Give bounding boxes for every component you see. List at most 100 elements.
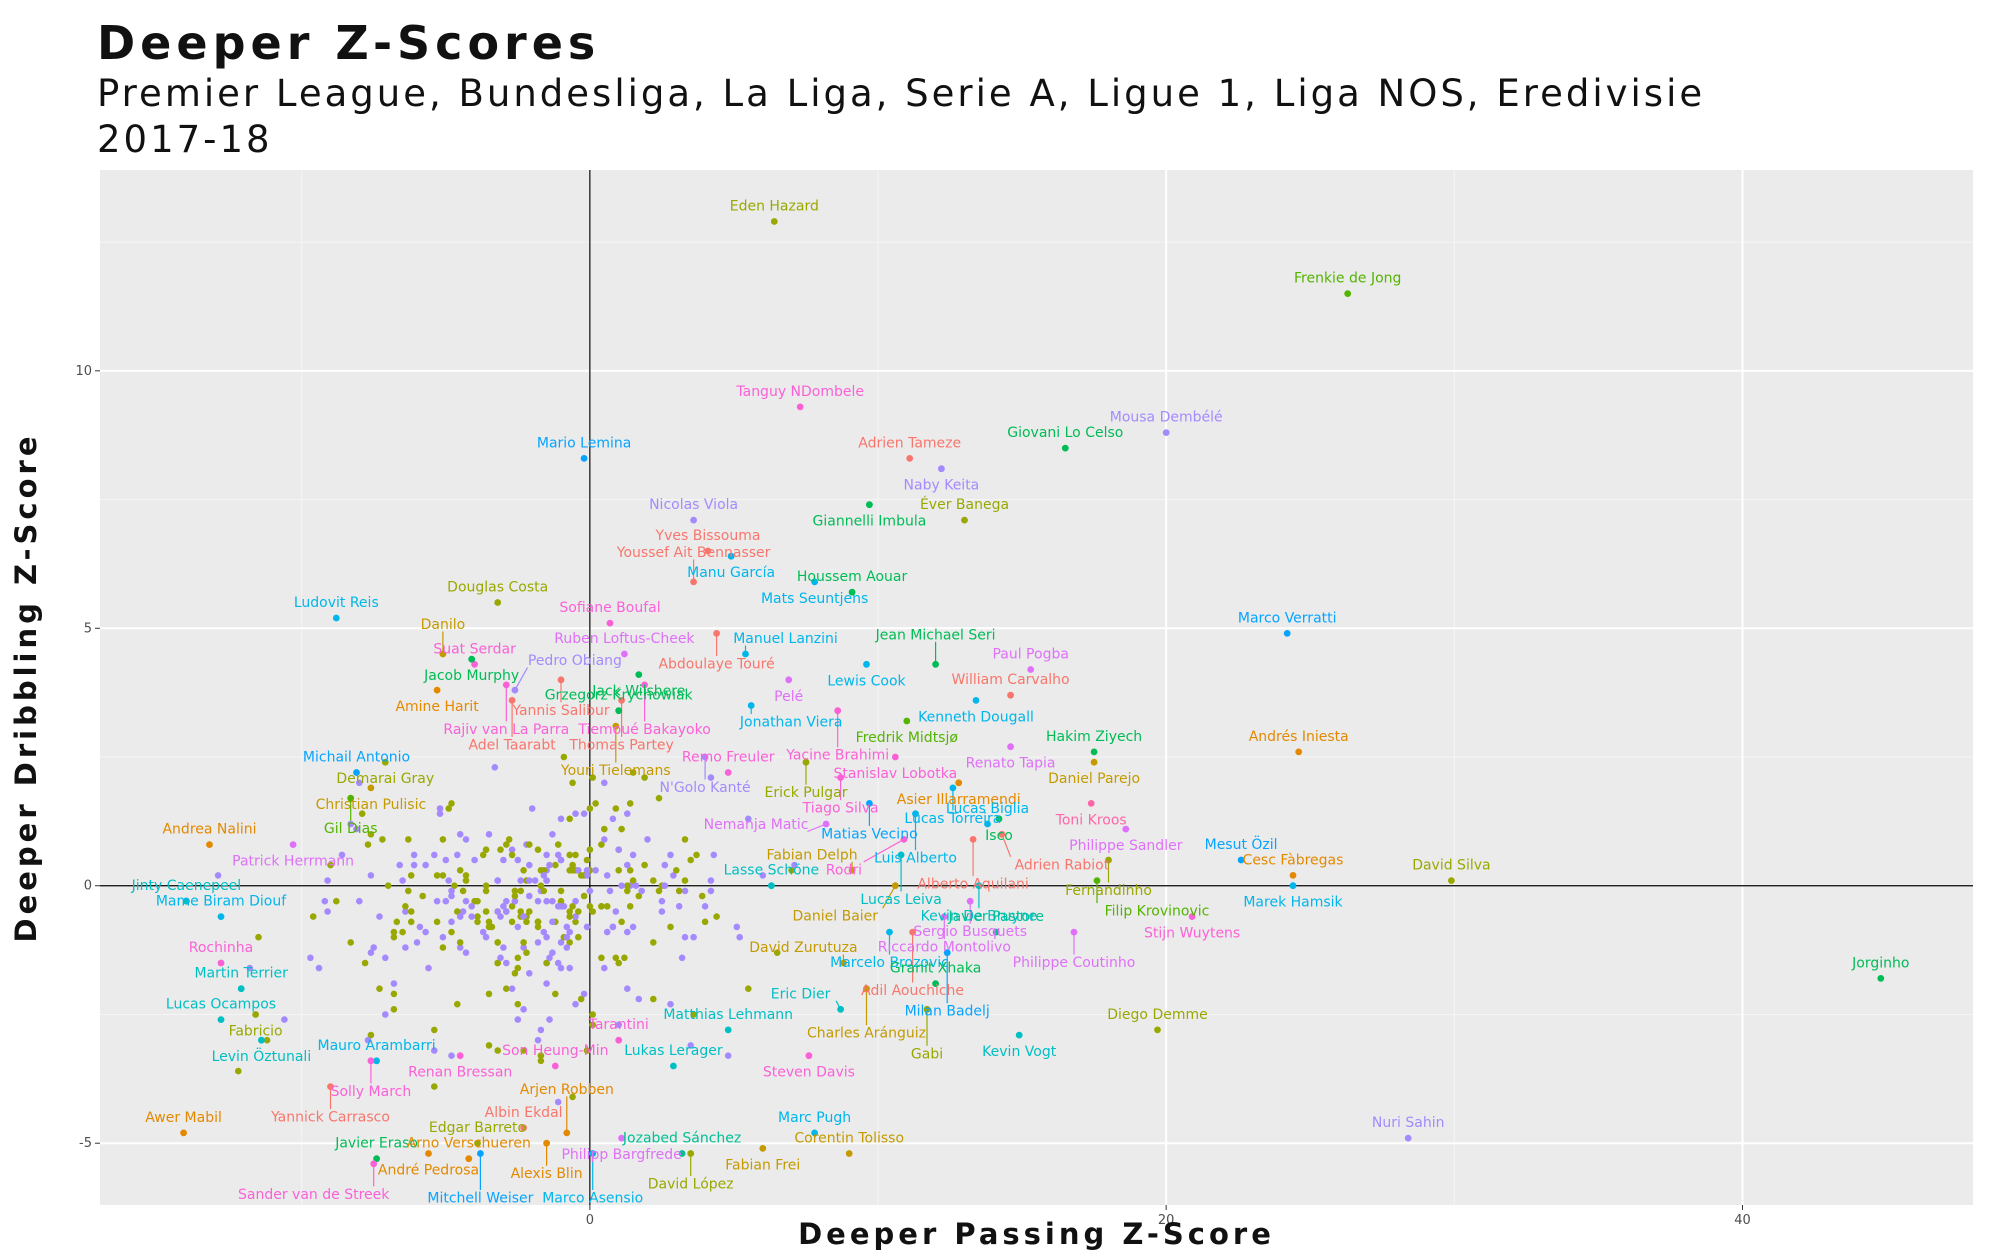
data-point [635, 995, 643, 1003]
labeled-point [618, 1134, 625, 1142]
labeled-point [796, 403, 804, 411]
data-point [549, 831, 556, 838]
data-point [543, 877, 550, 884]
player-label: Rodri [826, 862, 862, 878]
labeled-point [802, 758, 810, 766]
data-point [407, 918, 415, 926]
labeled-point [940, 913, 948, 920]
labeled-point [837, 1005, 844, 1013]
data-point [563, 923, 571, 931]
reference-lines [100, 170, 1973, 1205]
player-label: Matthias Lehmann [663, 1007, 793, 1023]
data-point [263, 1036, 271, 1044]
data-point [575, 933, 582, 941]
player-label: Pelé [774, 689, 803, 705]
data-point [546, 861, 553, 869]
data-point [661, 861, 669, 869]
data-point [658, 908, 666, 915]
data-point [503, 897, 510, 905]
data-point [626, 903, 634, 910]
data-point [503, 908, 510, 915]
player-label: Marc Pugh [778, 1110, 851, 1126]
labeled-point [258, 1036, 265, 1044]
data-point [601, 964, 608, 972]
data-point [554, 959, 562, 967]
player-label: Matias Vecino [821, 826, 918, 842]
labeled-point [1061, 444, 1069, 452]
player-label: Eden Hazard [730, 199, 819, 215]
data-point [454, 908, 461, 915]
y-axis-title: Deeper Dribbling Z-Score [9, 433, 43, 943]
labeled-point [1027, 666, 1035, 673]
labeled-point [580, 455, 588, 462]
x-tick-label: 40 [1734, 1213, 1751, 1228]
data-point [557, 903, 565, 910]
data-point [439, 836, 447, 843]
data-point [422, 861, 429, 869]
data-point [601, 779, 608, 787]
data-point [745, 815, 752, 823]
labeled-point [938, 465, 945, 473]
labeled-point [615, 707, 623, 715]
data-point [514, 1016, 522, 1023]
player-label: Philippe Sandler [1069, 838, 1183, 854]
data-point [557, 964, 565, 972]
label-leader-line [514, 667, 529, 691]
labeled-point [837, 774, 844, 781]
labeled-point [1162, 429, 1170, 436]
data-point [526, 970, 533, 977]
data-point [390, 980, 398, 987]
data-point [462, 872, 470, 879]
data-point [598, 841, 605, 848]
labeled-point [425, 1150, 432, 1157]
data-point [537, 1026, 545, 1034]
data-point [445, 805, 453, 812]
player-label: Marek Hamsik [1243, 895, 1343, 911]
labeled-point [866, 501, 873, 509]
player-label: Yannis Salibur [511, 703, 610, 719]
player-label: Manuel Lanzini [733, 631, 838, 647]
data-point [439, 872, 447, 879]
data-point [468, 913, 476, 920]
data-point [537, 882, 545, 889]
player-label: Marco Asensio [542, 1191, 643, 1207]
labeled-point [511, 686, 519, 694]
axis-ticks: 0 20 40 -5 0 5 10 [75, 364, 1750, 1228]
data-point [624, 985, 631, 992]
player-label: David López [648, 1177, 734, 1193]
data-point [281, 1016, 288, 1023]
player-label: Lucas Torreira [904, 811, 1001, 827]
data-point [442, 856, 450, 864]
labeled-point [891, 753, 899, 761]
data-point [431, 1047, 438, 1054]
labeled-point [1087, 800, 1095, 807]
data-point [494, 908, 502, 915]
data-point [370, 944, 378, 951]
player-label: Yannick Carrasco [270, 1110, 390, 1126]
labeled-point [805, 1052, 813, 1060]
data-point [563, 933, 571, 941]
data-point [612, 954, 620, 962]
data-point [474, 918, 481, 926]
player-label: Granit Xhaka [890, 961, 981, 977]
data-point [540, 887, 548, 895]
data-point [552, 861, 559, 869]
labeled-point [1404, 1134, 1412, 1142]
data-point [650, 939, 657, 946]
data-point [690, 933, 697, 941]
player-label: Cesc Fàbregas [1243, 852, 1344, 868]
data-point [566, 815, 573, 823]
labeled-point [724, 769, 732, 776]
data-point [482, 887, 490, 895]
x-tick-label: 20 [1158, 1213, 1175, 1228]
labeled-point [606, 619, 614, 627]
x-axis-title: Deeper Passing Z-Score [798, 1217, 1275, 1251]
labeled-point [845, 1150, 853, 1157]
minor-gridlines [100, 170, 1973, 1205]
labeled-point [1283, 630, 1291, 637]
data-point [321, 897, 329, 905]
data-point [577, 995, 585, 1003]
data-point [557, 856, 565, 864]
data-point [603, 903, 611, 910]
data-point [707, 877, 715, 884]
